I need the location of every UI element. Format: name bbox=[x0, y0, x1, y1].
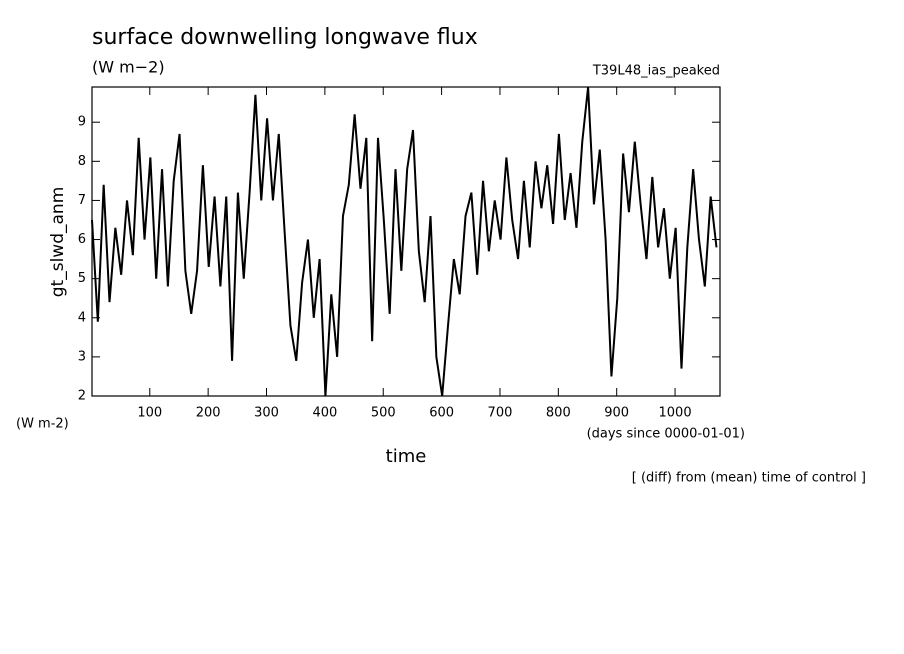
x-tick-label: 800 bbox=[546, 406, 571, 421]
y-tick-label: 7 bbox=[78, 193, 86, 208]
x-tick-label: 400 bbox=[312, 406, 337, 421]
x-tick-label: 300 bbox=[254, 406, 279, 421]
chart-subtitle: (W m−2) bbox=[92, 58, 165, 77]
chart-title: surface downwelling longwave flux bbox=[92, 25, 478, 50]
x-tick-label: 700 bbox=[488, 406, 513, 421]
x-tick-label: 1000 bbox=[659, 406, 692, 421]
x-tick-label: 900 bbox=[604, 406, 629, 421]
y-tick-label: 4 bbox=[78, 310, 86, 325]
y-tick-label: 3 bbox=[78, 349, 86, 364]
x-units: (days since 0000-01-01) bbox=[587, 427, 745, 442]
note: [ (diff) from (mean) time of control ] bbox=[632, 471, 866, 486]
run-label: T39L48_ias_peaked bbox=[592, 64, 720, 79]
y-tick-label: 2 bbox=[78, 389, 86, 404]
x-tick-label: 200 bbox=[196, 406, 221, 421]
x-tick-label: 500 bbox=[371, 406, 396, 421]
data-line bbox=[91, 86, 718, 397]
y-tick-label: 5 bbox=[78, 271, 86, 286]
x-tick-label: 600 bbox=[429, 406, 454, 421]
x-tick-label: 100 bbox=[137, 406, 162, 421]
x-axis-label: time bbox=[386, 446, 427, 467]
y-tick-label: 6 bbox=[78, 232, 86, 247]
y-axis-label: gt_slwd_anm bbox=[48, 187, 68, 297]
y-units: (W m-2) bbox=[16, 417, 69, 432]
plot-frame bbox=[91, 86, 721, 397]
y-tick-label: 9 bbox=[78, 115, 86, 130]
y-tick-label: 8 bbox=[78, 154, 86, 169]
